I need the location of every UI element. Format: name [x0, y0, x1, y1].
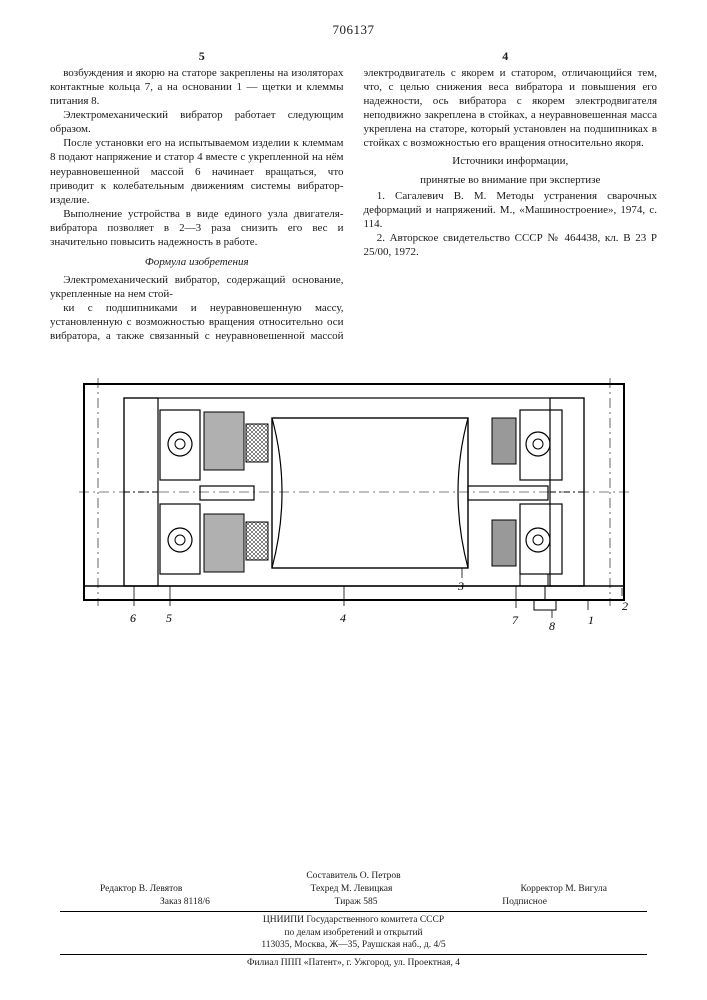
para-5: Электромеханический вибратор, содержащий… — [50, 273, 344, 301]
org-line-2: по делам изобретений и открытий — [0, 927, 707, 940]
para-2: Электромеханический вибратор работает сл… — [50, 108, 344, 136]
addr-1: 113035, Москва, Ж—35, Раушская наб., д. … — [0, 939, 707, 952]
tech-editor: Техред М. Левицкая — [311, 883, 393, 896]
callout-6: 6 — [130, 611, 136, 625]
sources-heading-2: принятые во внимание при экспертизе — [364, 173, 658, 187]
body-text: возбуждения и якорю на статоре закреплен… — [50, 66, 657, 346]
order-num: Заказ 8118/6 — [160, 896, 210, 909]
callout-8: 8 — [549, 619, 555, 633]
callout-3: 3 — [457, 579, 464, 593]
para-1: возбуждения и якорю на статоре закреплен… — [50, 66, 344, 108]
patent-number: 706137 — [50, 22, 657, 39]
para-3: После установки его на испытываемом изде… — [50, 136, 344, 206]
para-4: Выполнение устройства в виде единого узл… — [50, 207, 344, 249]
compiler: Составитель О. Петров — [0, 870, 707, 883]
source-1: 1. Сагалевич В. М. Методы устранения сва… — [364, 189, 658, 231]
tirazh: Тираж 585 — [335, 896, 378, 909]
source-2: 2. Авторское свидетельство СССР № 464438… — [364, 231, 658, 259]
technical-drawing: 1 2 3 4 5 6 7 8 — [64, 364, 644, 644]
sources-heading-1: Источники информации, — [364, 154, 658, 168]
callout-7: 7 — [512, 613, 519, 627]
org-line-1: ЦНИИПИ Государственного комитета СССР — [0, 914, 707, 927]
footer: Составитель О. Петров Редактор В. Левято… — [0, 870, 707, 970]
callout-5: 5 — [166, 611, 172, 625]
editor: Редактор В. Левятов — [100, 883, 182, 896]
podpisnoe: Подписное — [502, 896, 547, 909]
callout-2: 2 — [622, 599, 628, 613]
callout-1: 1 — [588, 613, 594, 627]
callout-4: 4 — [340, 611, 346, 625]
addr-2: Филиал ППП «Патент», г. Ужгород, ул. Про… — [0, 957, 707, 970]
formula-heading: Формула изобретения — [50, 255, 344, 269]
col-num-right: 4 — [502, 49, 508, 64]
col-num-left: 5 — [199, 49, 205, 64]
corrector: Корректор М. Вигула — [520, 883, 607, 896]
